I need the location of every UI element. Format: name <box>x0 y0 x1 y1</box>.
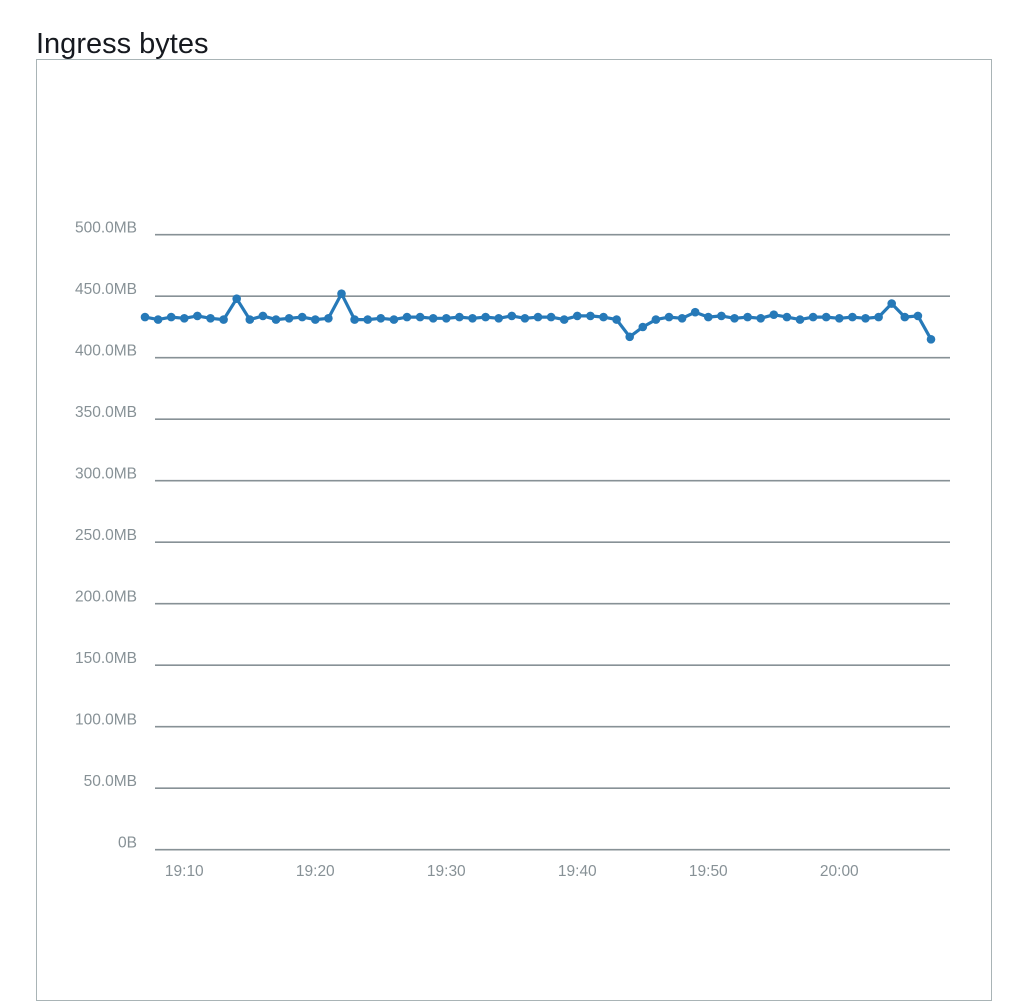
data-point <box>795 315 805 324</box>
data-point <box>717 311 726 321</box>
data-point <box>835 314 844 323</box>
x-tick-label: 19:50 <box>689 863 728 880</box>
data-point <box>690 307 700 317</box>
data-point <box>651 315 661 324</box>
x-axis-labels: 19:10 19:20 19:30 19:40 19:50 20:00 <box>165 863 859 880</box>
data-point <box>337 289 346 298</box>
data-point <box>428 314 438 323</box>
data-point <box>481 312 490 322</box>
data-point <box>730 314 739 323</box>
data-point <box>311 315 320 324</box>
data-point <box>533 312 543 322</box>
data-point <box>284 314 294 323</box>
chart-panel: 500.0MB 450.0MB 400.0MB 350.0MB 300.0MB 250.0… <box>36 59 992 1001</box>
gridlines <box>155 233 950 851</box>
data-point <box>808 312 818 322</box>
y-tick-label: 500.0MB <box>75 220 137 237</box>
data-point <box>559 315 569 324</box>
data-point <box>494 314 504 323</box>
data-point <box>887 299 896 308</box>
y-tick-label: 450.0MB <box>75 281 137 298</box>
data-point <box>363 315 373 324</box>
data-point <box>324 314 333 323</box>
data-point <box>455 312 464 322</box>
data-point <box>704 312 713 322</box>
data-point <box>612 315 621 324</box>
data-point <box>258 311 268 321</box>
data-point <box>913 311 923 321</box>
data-point <box>140 312 150 322</box>
chart-plot-area[interactable] <box>155 170 950 852</box>
data-point <box>180 314 189 323</box>
chart-svg: 500.0MB 450.0MB 400.0MB 350.0MB 300.0MB 250.0… <box>75 170 950 880</box>
y-tick-label: 150.0MB <box>75 650 137 667</box>
data-point <box>271 315 281 324</box>
data-point <box>769 310 779 319</box>
x-tick-label: 19:40 <box>558 863 597 880</box>
data-point <box>664 312 674 322</box>
y-axis-labels: 500.0MB 450.0MB 400.0MB 350.0MB 300.0MB 250.0… <box>75 220 137 852</box>
data-points <box>140 289 936 344</box>
data-point <box>821 312 831 322</box>
data-point <box>743 312 752 322</box>
data-point <box>297 312 307 322</box>
data-point <box>507 311 517 321</box>
y-tick-label: 100.0MB <box>75 712 137 729</box>
data-point <box>586 311 595 321</box>
x-tick-label: 19:30 <box>427 863 466 880</box>
data-point <box>402 312 412 322</box>
data-point <box>376 314 386 323</box>
data-point <box>468 314 477 323</box>
y-tick-label: 250.0MB <box>75 527 137 544</box>
data-point <box>546 312 556 322</box>
data-point <box>848 312 857 322</box>
data-point <box>245 315 255 324</box>
data-point <box>625 332 634 342</box>
data-point <box>389 315 399 324</box>
data-point <box>350 315 359 324</box>
y-tick-label: 400.0MB <box>75 343 137 360</box>
data-point <box>782 312 792 322</box>
data-point <box>677 314 687 323</box>
data-point <box>900 312 910 322</box>
data-point <box>861 314 870 323</box>
page-title: Ingress bytes <box>36 28 209 61</box>
x-tick-label: 19:10 <box>165 863 204 880</box>
data-point <box>219 315 228 324</box>
data-point <box>926 335 936 344</box>
data-point <box>756 314 765 323</box>
data-point <box>573 311 582 321</box>
data-point <box>599 312 608 322</box>
data-point <box>638 322 648 332</box>
data-point <box>232 294 241 303</box>
y-tick-label: 300.0MB <box>75 466 137 483</box>
x-tick-label: 19:20 <box>296 863 335 880</box>
y-tick-label: 0B <box>118 835 137 852</box>
data-point <box>193 311 202 321</box>
data-point <box>415 312 425 322</box>
data-point <box>874 312 883 322</box>
y-tick-label: 350.0MB <box>75 404 137 421</box>
y-tick-label: 50.0MB <box>84 773 137 790</box>
data-point <box>166 312 176 322</box>
data-point <box>206 314 215 323</box>
data-point <box>520 314 530 323</box>
y-tick-label: 200.0MB <box>75 589 137 606</box>
data-point <box>442 314 451 323</box>
data-point <box>153 315 163 324</box>
x-tick-label: 20:00 <box>820 863 859 880</box>
